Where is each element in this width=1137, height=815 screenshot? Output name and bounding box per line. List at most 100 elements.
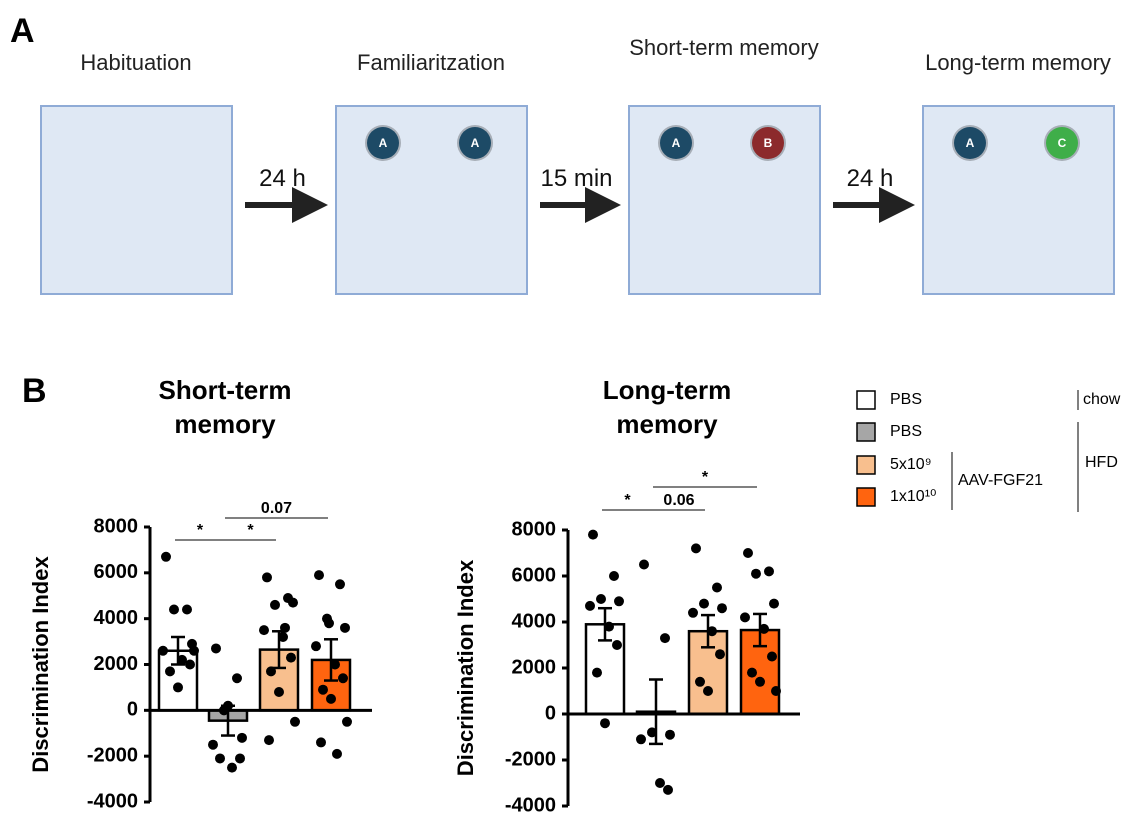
data-point — [707, 626, 717, 637]
y-tick-label: 0 — [545, 702, 556, 724]
data-point — [326, 693, 336, 704]
data-point — [717, 603, 727, 614]
y-tick-label: 2000 — [512, 656, 557, 678]
data-point — [663, 784, 673, 795]
legend-swatch — [856, 455, 876, 475]
data-point — [688, 607, 698, 618]
data-point — [755, 676, 765, 687]
data-point — [751, 568, 761, 579]
object: A — [459, 127, 491, 159]
data-point — [335, 579, 345, 590]
data-point — [612, 640, 622, 650]
data-point — [223, 700, 233, 711]
data-point — [764, 566, 774, 577]
legend-swatch — [856, 390, 876, 410]
data-point — [270, 599, 280, 610]
data-point — [588, 529, 598, 540]
data-point — [665, 729, 675, 740]
data-point — [600, 718, 610, 729]
data-point — [262, 572, 272, 583]
data-point — [743, 548, 753, 558]
arena — [628, 105, 821, 295]
data-point — [695, 676, 705, 687]
data-point — [235, 753, 245, 764]
legend-label: PBS — [890, 423, 922, 440]
significance-label: * — [247, 522, 254, 539]
data-point — [759, 623, 769, 634]
panel-label: A — [10, 12, 35, 50]
object: B — [752, 127, 784, 159]
arena — [335, 105, 528, 295]
y-tick-label: 0 — [127, 699, 138, 721]
data-point — [177, 654, 187, 665]
data-point — [585, 600, 595, 611]
data-point — [165, 666, 175, 677]
data-point — [314, 570, 324, 581]
legend-group: chow — [1083, 391, 1121, 408]
data-point — [655, 778, 665, 788]
data-point — [158, 645, 168, 656]
data-point — [324, 618, 334, 629]
data-point — [311, 641, 321, 652]
object: A — [367, 127, 399, 159]
data-point — [173, 682, 183, 693]
data-point — [342, 716, 352, 727]
data-point — [639, 559, 649, 570]
panel-label: B — [22, 372, 47, 410]
data-point — [227, 762, 237, 773]
data-point — [332, 748, 342, 759]
y-tick-label: 2000 — [94, 653, 139, 675]
object: C — [1046, 127, 1078, 159]
y-tick-label: 4000 — [512, 610, 557, 632]
y-tick-label: 6000 — [94, 561, 139, 583]
data-point — [286, 652, 296, 663]
data-point — [189, 645, 199, 656]
interval-label: 15 min — [540, 165, 613, 192]
y-tick-label: -4000 — [87, 790, 138, 812]
significance-label: * — [197, 522, 204, 539]
legend-label: 5x10⁹ — [890, 456, 932, 473]
stage-title: Familiaritzation — [357, 50, 505, 75]
data-point — [609, 571, 619, 581]
legend-swatch — [856, 487, 876, 507]
y-tick-label: -2000 — [87, 744, 138, 766]
data-point — [636, 734, 646, 745]
data-point — [660, 633, 670, 644]
significance-label: * — [624, 492, 631, 509]
data-point — [340, 622, 350, 633]
data-point — [604, 621, 614, 632]
y-axis-label: Discrimination Index — [453, 559, 478, 776]
data-point — [182, 604, 192, 615]
y-tick-label: -2000 — [505, 748, 556, 770]
y-tick-label: -4000 — [505, 794, 556, 815]
data-point — [237, 732, 247, 743]
data-point — [647, 727, 657, 738]
stage-title: Long-term memory — [925, 50, 1111, 75]
error-bar — [324, 638, 338, 682]
data-point — [318, 684, 328, 695]
data-point — [274, 687, 284, 697]
data-point — [771, 686, 781, 696]
data-point — [614, 596, 624, 607]
legend-group: HFD — [1085, 454, 1118, 471]
stage-title: Short-term memory — [629, 35, 819, 60]
data-point — [740, 612, 750, 623]
data-point — [715, 649, 725, 660]
legend-swatch — [856, 422, 876, 442]
chart-title: Short-term memory — [158, 375, 292, 439]
data-point — [161, 551, 171, 562]
data-point — [691, 543, 701, 554]
data-point — [703, 686, 713, 696]
arena — [40, 105, 233, 295]
data-point — [215, 753, 225, 764]
y-tick-label: 6000 — [512, 564, 557, 586]
data-point — [316, 737, 326, 748]
y-tick-label: 8000 — [512, 518, 557, 540]
data-point — [288, 597, 298, 608]
data-point — [592, 667, 602, 678]
significance-label: * — [702, 469, 709, 486]
arena — [922, 105, 1115, 295]
data-point — [169, 604, 179, 615]
significance-label: 0.07 — [261, 500, 292, 517]
